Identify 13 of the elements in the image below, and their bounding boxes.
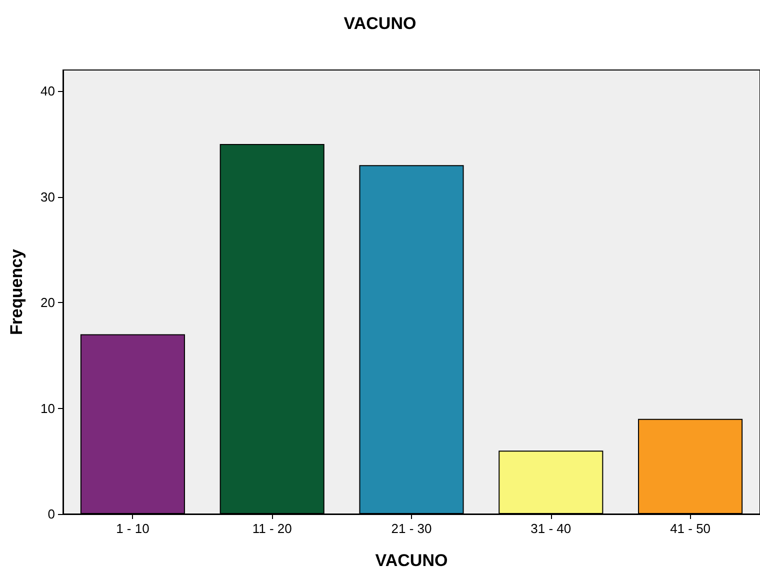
x-tick-label: 11 - 20 <box>252 521 292 536</box>
y-tick-label: 0 <box>48 506 55 522</box>
x-tick-label: 21 - 30 <box>391 521 432 536</box>
x-tick-label: 1 - 10 <box>116 521 150 536</box>
x-tick-label: 41 - 50 <box>670 521 711 536</box>
y-tick-label: 20 <box>40 295 55 310</box>
y-axis-title: Frequency <box>7 248 26 335</box>
y-tick-label: 40 <box>40 84 55 99</box>
y-tick-label: 30 <box>40 189 55 204</box>
y-tick-label: 10 <box>40 400 55 416</box>
x-tick-label: 31 - 40 <box>530 521 572 536</box>
chart-title: VACUNO <box>344 14 416 33</box>
x-axis-title: VACUNO <box>375 551 448 570</box>
